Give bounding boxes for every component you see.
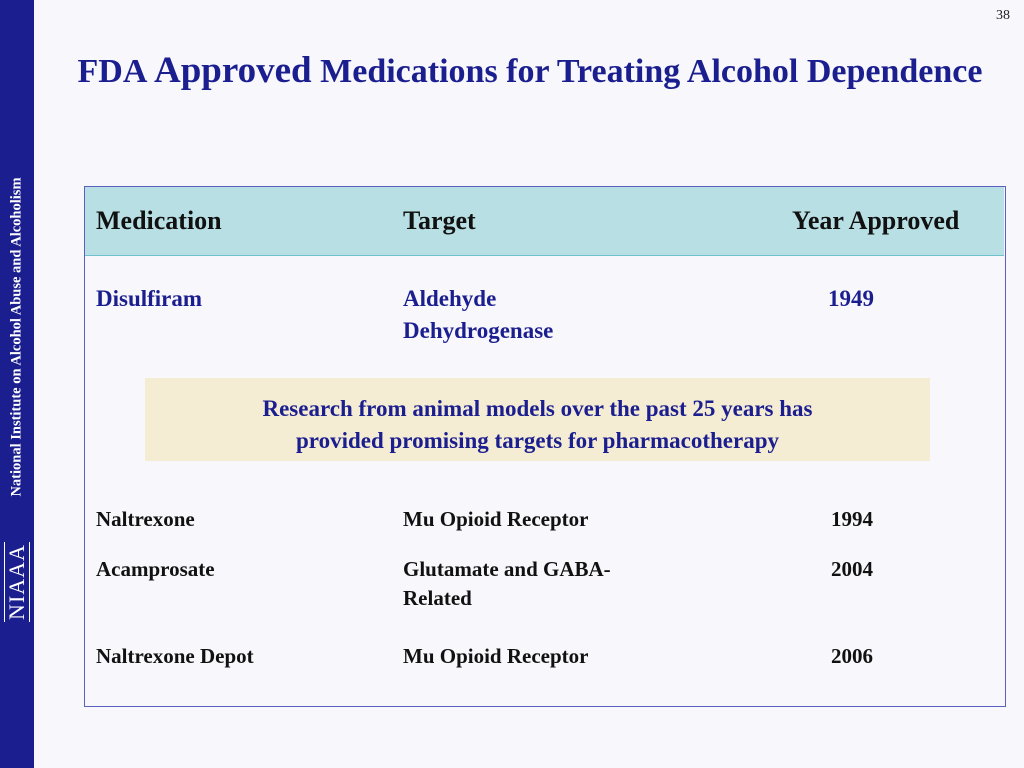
cell-target-line2: Dehydrogenase [403, 318, 554, 343]
cell-medication: Disulfiram [96, 286, 203, 311]
title-emphasis: Approved [154, 50, 312, 91]
title-prefix: FDA [77, 53, 146, 90]
title-rest: Medications for Treating Alcohol Depende… [320, 53, 983, 90]
header-medication: Medication [96, 206, 222, 235]
callout-line2: provided promising targets for pharmacot… [296, 428, 779, 453]
table-header: Medication Target Year Approved [85, 187, 1004, 256]
cell-year: 1949 [828, 286, 874, 311]
niaaa-logo: NIAAA [4, 542, 30, 622]
sidebar: National Institute on Alcohol Abuse and … [0, 0, 34, 768]
cell-target-line1: Glutamate and GABA- [403, 557, 611, 581]
cell-target: Aldehyde Dehydrogenase [403, 283, 553, 347]
header-target: Target [403, 206, 476, 235]
cell-medication: Acamprosate [96, 557, 215, 581]
cell-year: 2004 [831, 557, 873, 581]
cell-target-line1: Aldehyde [403, 286, 497, 311]
cell-medication: Naltrexone [96, 507, 195, 531]
research-callout: Research from animal models over the pas… [145, 378, 930, 461]
cell-target: Mu Opioid Receptor [403, 507, 589, 531]
cell-target: Glutamate and GABA- Related [403, 555, 611, 613]
cell-medication: Naltrexone Depot [96, 644, 254, 668]
cell-target-line2: Related [403, 586, 472, 610]
page-number: 38 [996, 8, 1010, 23]
cell-year: 2006 [831, 644, 873, 668]
callout-line1: Research from animal models over the pas… [262, 396, 813, 421]
slide-title: FDA Approved Medications for Treating Al… [60, 48, 1000, 95]
sidebar-org-name: National Institute on Alcohol Abuse and … [8, 177, 25, 497]
cell-target: Mu Opioid Receptor [403, 644, 589, 668]
cell-year: 1994 [831, 507, 873, 531]
header-year-approved: Year Approved [792, 206, 960, 235]
